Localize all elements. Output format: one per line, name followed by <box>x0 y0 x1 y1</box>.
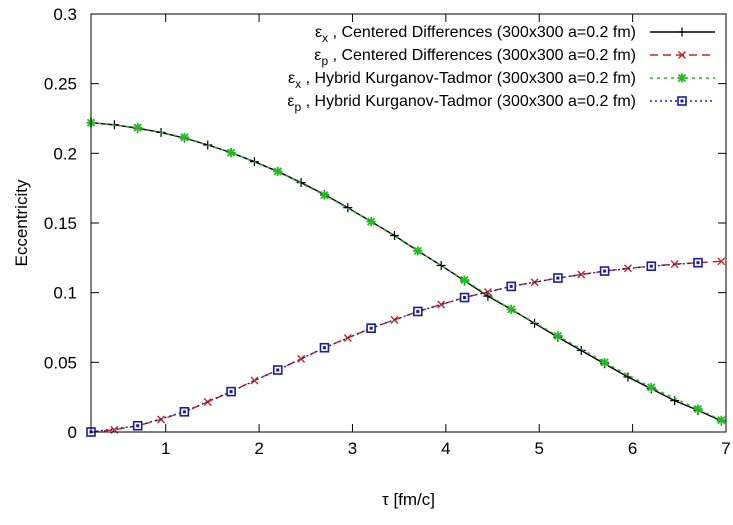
legend-entry-3: εx , Hybrid Kurganov-Tadmor (300x300 a=0… <box>288 70 715 91</box>
data-point <box>600 357 610 367</box>
legend-entry-2: εp , Centered Differences (300x300 a=0.2… <box>314 47 715 68</box>
data-point <box>179 132 189 142</box>
legend-subscript: p <box>321 54 328 68</box>
legend-marker <box>677 27 687 37</box>
x-tick-label: 3 <box>348 439 357 458</box>
data-point <box>413 306 423 317</box>
data-point <box>577 270 586 279</box>
data-point <box>506 304 516 314</box>
y-tick-label: 0.15 <box>44 214 77 233</box>
axis-ticks: 1 2 3 4 5 6 7 0 0.05 0.1 0.15 0.2 0.25 0.3 <box>44 5 731 458</box>
data-point <box>226 148 236 158</box>
legend-subscript: p <box>294 100 301 114</box>
series-4 <box>86 257 703 437</box>
series-line <box>90 121 722 422</box>
data-point <box>319 342 330 353</box>
x-tick-label: 4 <box>441 439 450 458</box>
data-point <box>693 404 703 414</box>
legend-symbol: ε <box>314 47 321 64</box>
legend-text-rest: , Centered Differences (300x300 a=0.2 fm… <box>328 47 636 64</box>
legend-subscript: x <box>322 31 328 45</box>
legend-text-rest: , Hybrid Kurganov-Tadmor (300x300 a=0.2 … <box>301 70 636 87</box>
data-point <box>272 365 283 375</box>
legend-subscript: x <box>295 77 301 91</box>
y-tick-label: 0.05 <box>44 353 77 372</box>
y-tick-label: 0 <box>68 423 77 442</box>
data-point <box>366 217 376 227</box>
y-tick-label: 0.3 <box>53 5 77 24</box>
x-axis-label: τ [fm/c] <box>382 490 435 509</box>
data-point <box>646 261 657 271</box>
series-group <box>86 118 726 437</box>
y-tick-label: 0.25 <box>44 75 77 94</box>
data-point <box>132 420 143 431</box>
series-line <box>90 262 699 433</box>
data-point <box>319 190 329 200</box>
y-axis-label: Eccentricity <box>12 179 31 266</box>
legend-marker <box>677 73 687 83</box>
data-point <box>506 281 517 292</box>
data-point <box>413 246 423 256</box>
data-point <box>483 287 492 296</box>
series-3 <box>86 118 726 425</box>
legend-label: εx , Centered Differences (300x300 a=0.2… <box>315 24 636 45</box>
legend-symbol: ε <box>288 70 295 87</box>
data-point <box>297 354 306 363</box>
data-point <box>250 376 259 385</box>
legend-marker <box>677 96 687 106</box>
legend-text-rest: , Centered Differences (300x300 a=0.2 fm… <box>328 24 636 41</box>
data-point <box>553 273 563 283</box>
data-point <box>717 257 726 266</box>
data-point <box>343 203 353 213</box>
data-point <box>437 300 446 309</box>
data-point <box>179 406 190 417</box>
data-point <box>623 264 632 273</box>
data-point <box>599 266 610 276</box>
legend-entry-4: εp , Hybrid Kurganov-Tadmor (300x300 a=0… <box>287 93 715 114</box>
legend-label: εp , Hybrid Kurganov-Tadmor (300x300 a=0… <box>287 93 636 114</box>
legend-label: εx , Hybrid Kurganov-Tadmor (300x300 a=0… <box>288 70 636 91</box>
y-tick-label: 0.1 <box>53 284 77 303</box>
data-point <box>576 345 586 355</box>
legend-label: εp , Centered Differences (300x300 a=0.2… <box>314 47 636 68</box>
plot-frame <box>90 13 727 433</box>
legend-marker <box>678 51 686 59</box>
data-point <box>646 382 656 392</box>
data-point <box>716 415 726 425</box>
series-line <box>90 260 722 433</box>
data-point <box>389 231 399 241</box>
x-tick-label: 2 <box>254 439 263 458</box>
legend-symbol: ε <box>315 24 322 41</box>
series-1 <box>86 118 726 426</box>
data-point <box>459 292 470 303</box>
y-tick-label: 0.2 <box>53 144 77 163</box>
data-point <box>366 323 376 333</box>
legend-symbol: ε <box>287 93 294 110</box>
data-point <box>133 123 143 133</box>
data-point <box>553 331 563 341</box>
data-point <box>273 166 283 176</box>
data-point <box>693 257 703 268</box>
x-tick-label: 1 <box>161 439 170 458</box>
legend-text-rest: , Hybrid Kurganov-Tadmor (300x300 a=0.2 … <box>301 93 636 110</box>
x-tick-label: 5 <box>535 439 544 458</box>
data-point <box>436 260 446 270</box>
x-tick-label: 7 <box>721 439 730 458</box>
x-tick-label: 6 <box>628 439 637 458</box>
legend: εx , Centered Differences (300x300 a=0.2… <box>287 24 715 114</box>
data-point <box>226 386 236 397</box>
data-point <box>460 275 470 285</box>
legend-entry-1: εx , Centered Differences (300x300 a=0.2… <box>315 24 715 45</box>
